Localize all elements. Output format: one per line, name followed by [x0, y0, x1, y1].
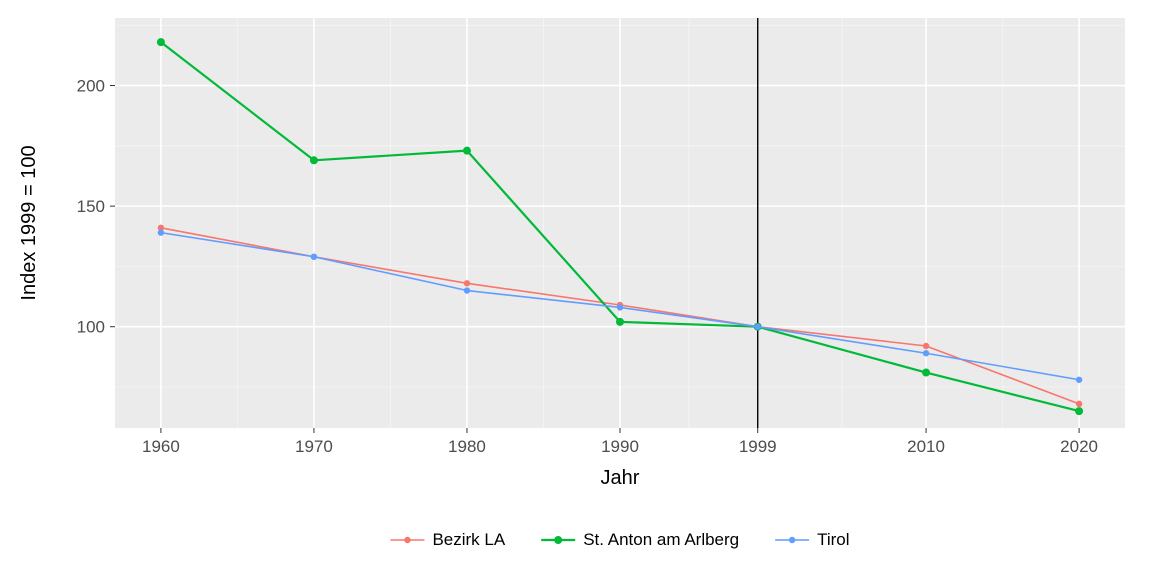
series-marker: [158, 229, 164, 235]
series-marker: [310, 156, 318, 164]
legend-label: St. Anton am Arlberg: [583, 530, 739, 549]
legend-item: St. Anton am Arlberg: [541, 530, 739, 549]
series-marker: [464, 280, 470, 286]
series-marker: [157, 38, 165, 46]
y-axis-title: Index 1999 = 100: [18, 145, 40, 300]
legend-swatch-marker: [404, 537, 410, 543]
legend-swatch-marker: [789, 537, 795, 543]
x-tick-label: 2010: [907, 437, 945, 456]
x-tick-label: 2020: [1060, 437, 1098, 456]
x-axis-title: Jahr: [601, 467, 640, 489]
series-marker: [463, 147, 471, 155]
series-marker: [923, 343, 929, 349]
x-tick-label: 1960: [142, 437, 180, 456]
legend-item: Bezirk LA: [390, 530, 505, 549]
series-marker: [464, 287, 470, 293]
x-tick-label: 1980: [448, 437, 486, 456]
legend-label: Bezirk LA: [432, 530, 505, 549]
series-marker: [617, 304, 623, 310]
x-tick-label: 1970: [295, 437, 333, 456]
y-tick-label: 150: [77, 197, 105, 216]
series-marker: [311, 254, 317, 260]
series-marker: [923, 350, 929, 356]
x-tick-label: 1999: [739, 437, 777, 456]
x-tick-label: 1990: [601, 437, 639, 456]
index-line-chart: 1960 1970 1980 1990 1999 2010 2020 100 150 200 Jah…: [0, 0, 1152, 576]
series-marker: [1076, 377, 1082, 383]
y-tick-label: 200: [77, 77, 105, 96]
legend-item: Tirol: [775, 530, 849, 549]
series-marker: [755, 324, 761, 330]
legend-label: Tirol: [817, 530, 849, 549]
y-tick-label: 100: [77, 318, 105, 337]
series-marker: [616, 318, 624, 326]
series-marker: [922, 369, 930, 377]
legend: Bezirk LA St. Anton am Arlberg Tirol: [390, 530, 849, 549]
series-marker: [1075, 407, 1083, 415]
series-marker: [1076, 401, 1082, 407]
legend-swatch-marker: [554, 536, 562, 544]
